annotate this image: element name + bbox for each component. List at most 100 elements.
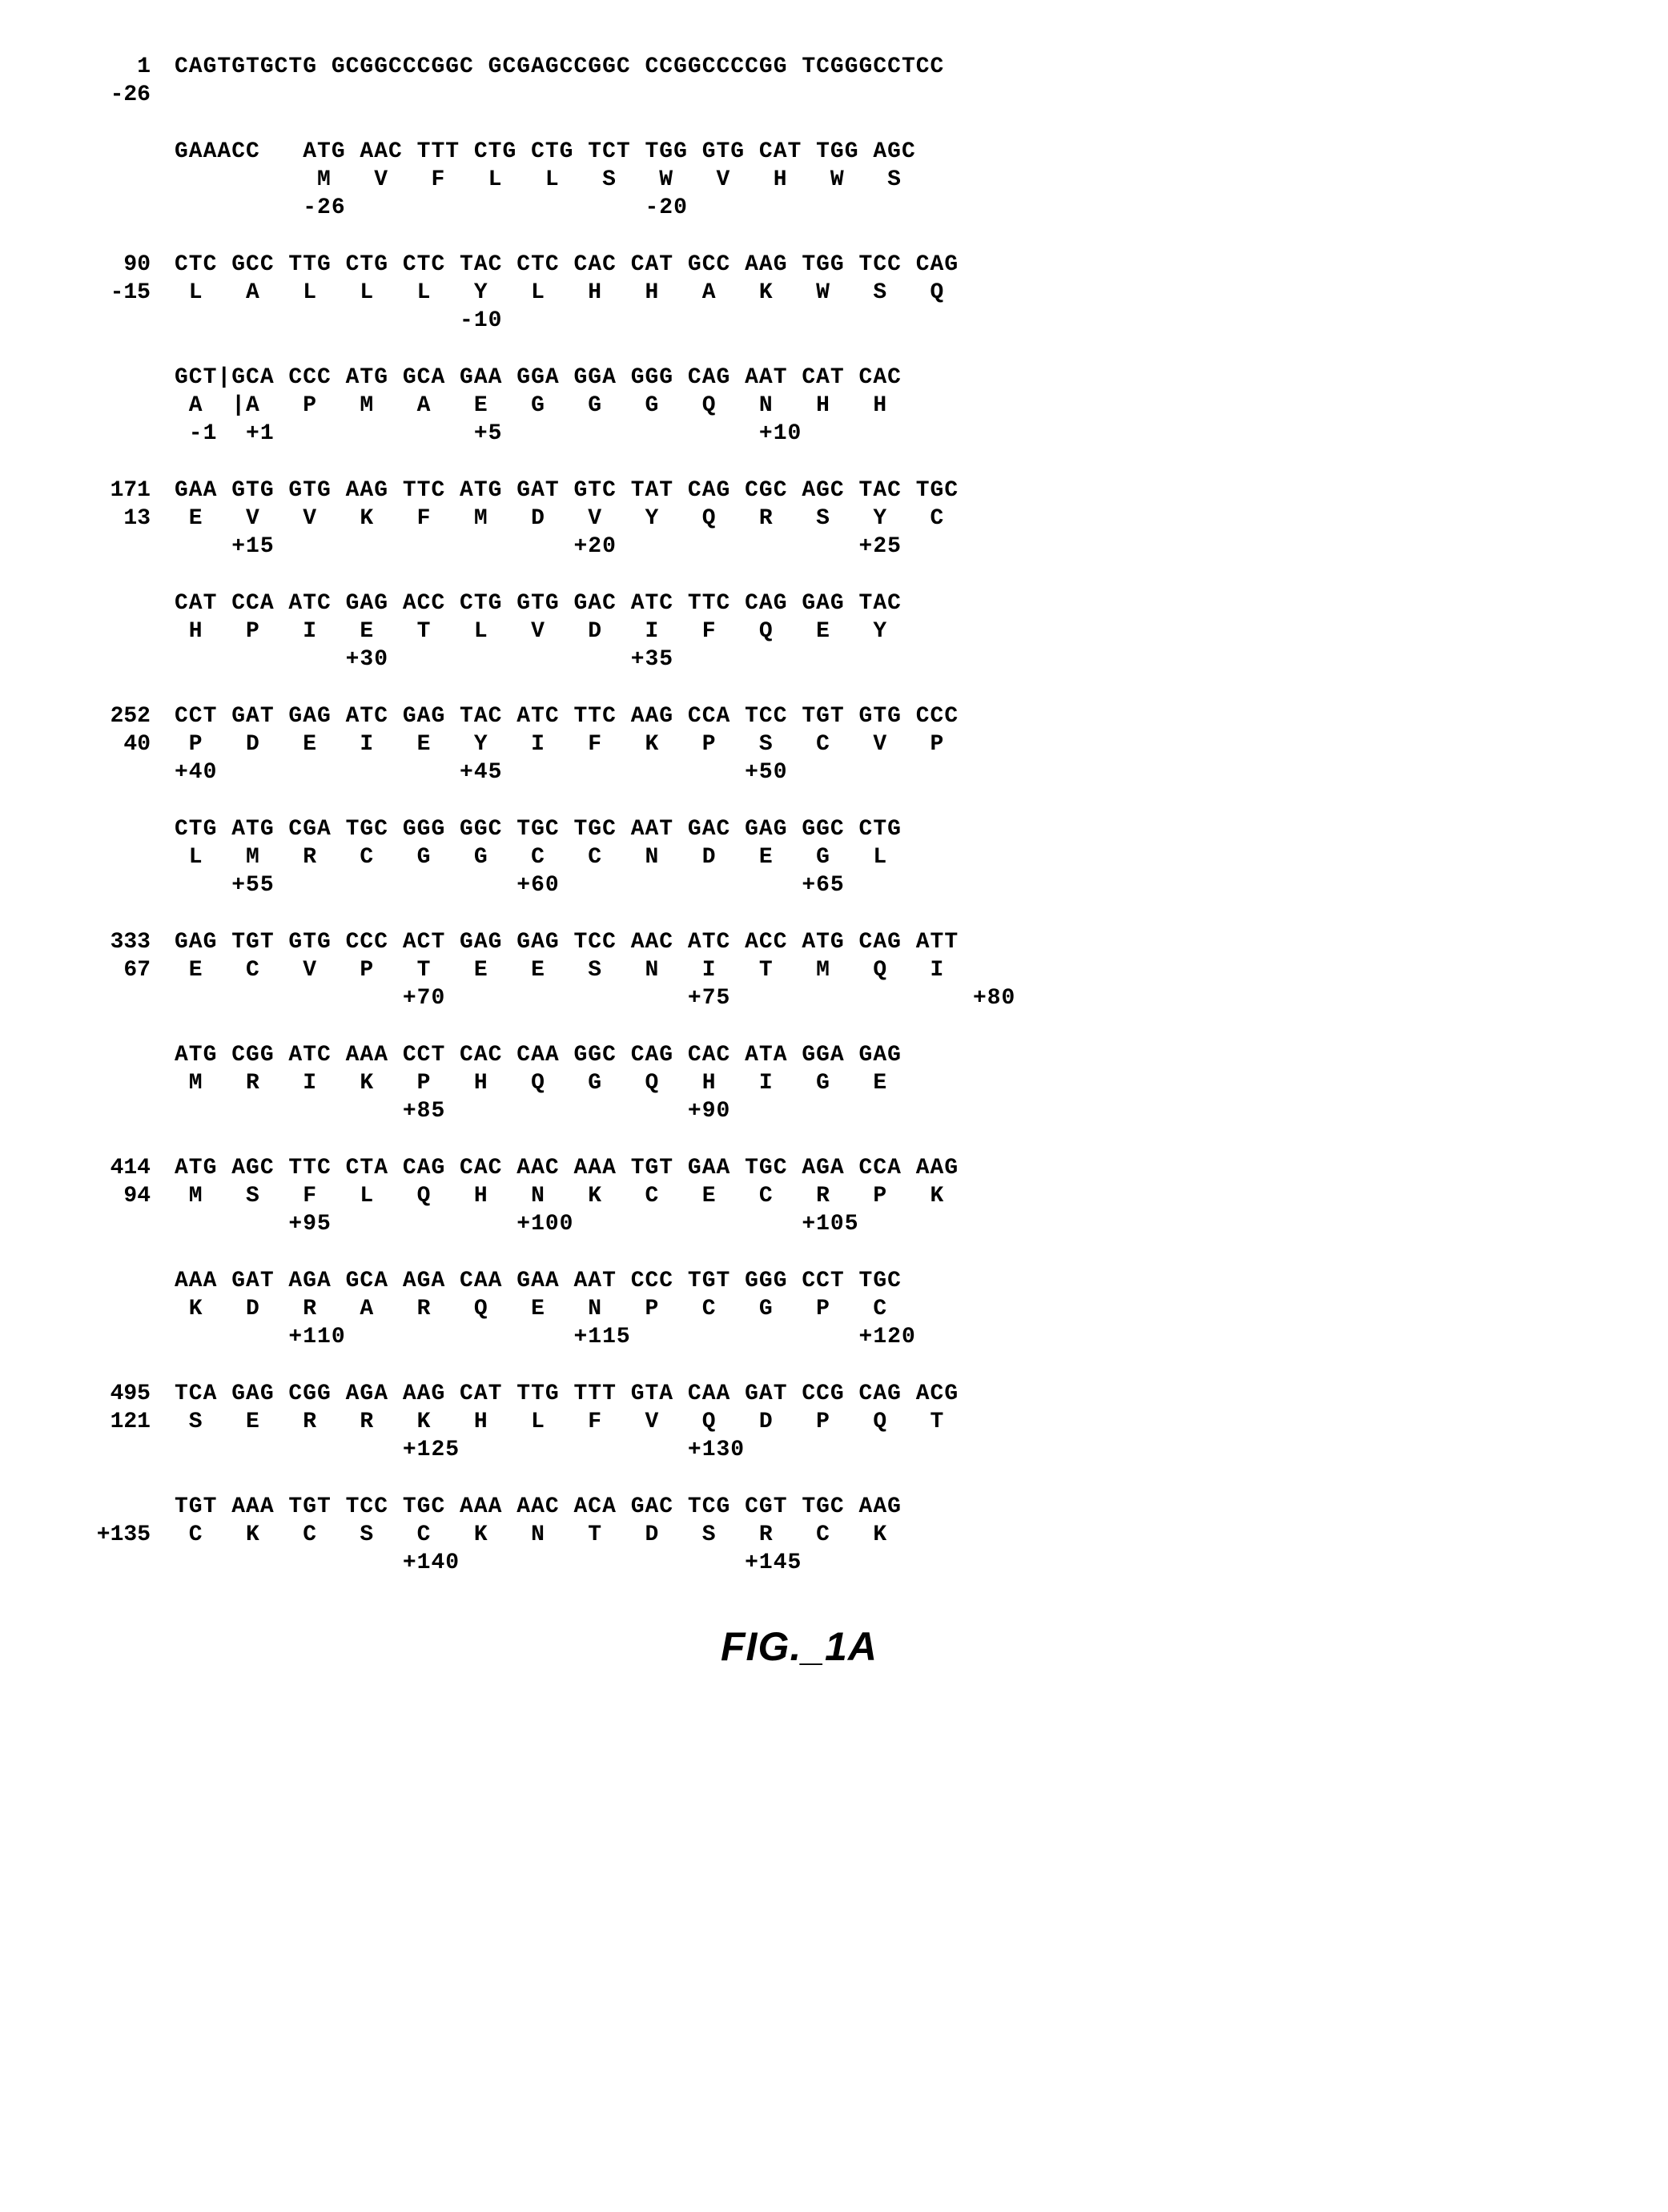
sequence-line: GCT|GCA CCC ATG GCA GAA GGA GGA GGG CAG … xyxy=(38,365,1560,390)
sequence-text: A |A P M A E G G G Q N H H xyxy=(175,393,1560,418)
sequence-line: 333GAG TGT GTG CCC ACT GAG GAG TCC AAC A… xyxy=(38,930,1560,955)
sequence-text: L M R C G G C C N D E G L xyxy=(175,845,1560,870)
sequence-blocks: 1CAGTGTGCTG GCGGCCCGGC GCGAGCCGGC CCGGCC… xyxy=(38,54,1560,1575)
line-number: 40 xyxy=(38,732,175,757)
sequence-line: ATG CGG ATC AAA CCT CAC CAA GGC CAG CAC … xyxy=(38,1043,1560,1068)
sequence-line: CTG ATG CGA TGC GGG GGC TGC TGC AAT GAC … xyxy=(38,817,1560,842)
sequence-block: 252CCT GAT GAG ATC GAG TAC ATC TTC AAG C… xyxy=(38,704,1560,785)
sequence-text: AAA GAT AGA GCA AGA CAA GAA AAT CCC TGT … xyxy=(175,1269,1560,1293)
sequence-line: 13 E V V K F M D V Y Q R S Y C xyxy=(38,506,1560,531)
sequence-text: C K C S C K N T D S R C K xyxy=(175,1522,1560,1547)
sequence-text: +140 +145 xyxy=(175,1550,1560,1575)
sequence-text: L A L L L Y L H H A K W S Q xyxy=(175,280,1560,305)
sequence-line: 171GAA GTG GTG AAG TTC ATG GAT GTC TAT C… xyxy=(38,478,1560,503)
sequence-line: +15 +20 +25 xyxy=(38,534,1560,559)
line-number: -15 xyxy=(38,280,175,305)
sequence-line: TGT AAA TGT TCC TGC AAA AAC ACA GAC TCG … xyxy=(38,1494,1560,1519)
sequence-block: CTG ATG CGA TGC GGG GGC TGC TGC AAT GAC … xyxy=(38,817,1560,898)
sequence-block: GAAACC ATG AAC TTT CTG CTG TCT TGG GTG C… xyxy=(38,139,1560,220)
sequence-text: E C V P T E E S N I T M Q I xyxy=(175,958,1560,983)
figure-label: FIG._1A xyxy=(38,1623,1560,1670)
sequence-text: GAAACC ATG AAC TTT CTG CTG TCT TGG GTG C… xyxy=(175,139,1560,164)
sequence-block: GCT|GCA CCC ATG GCA GAA GGA GGA GGG CAG … xyxy=(38,365,1560,446)
sequence-block: 171GAA GTG GTG AAG TTC ATG GAT GTC TAT C… xyxy=(38,478,1560,559)
sequence-line: 121 S E R R K H L F V Q D P Q T xyxy=(38,1410,1560,1434)
sequence-text: CTC GCC TTG CTG CTC TAC CTC CAC CAT GCC … xyxy=(175,252,1560,277)
sequence-block: 333GAG TGT GTG CCC ACT GAG GAG TCC AAC A… xyxy=(38,930,1560,1011)
line-number: 171 xyxy=(38,478,175,503)
sequence-line: CAT CCA ATC GAG ACC CTG GTG GAC ATC TTC … xyxy=(38,591,1560,616)
line-number: 333 xyxy=(38,930,175,955)
sequence-text: ATG AGC TTC CTA CAG CAC AAC AAA TGT GAA … xyxy=(175,1156,1560,1180)
sequence-line: +40 +45 +50 xyxy=(38,760,1560,785)
sequence-line: -10 xyxy=(38,308,1560,333)
line-number: 252 xyxy=(38,704,175,729)
sequence-text: GAA GTG GTG AAG TTC ATG GAT GTC TAT CAG … xyxy=(175,478,1560,503)
sequence-text: +95 +100 +105 xyxy=(175,1212,1560,1237)
sequence-line: 414ATG AGC TTC CTA CAG CAC AAC AAA TGT G… xyxy=(38,1156,1560,1180)
sequence-text: S E R R K H L F V Q D P Q T xyxy=(175,1410,1560,1434)
line-number: 121 xyxy=(38,1410,175,1434)
sequence-text: E V V K F M D V Y Q R S Y C xyxy=(175,506,1560,531)
sequence-line: +140 +145 xyxy=(38,1550,1560,1575)
sequence-line: 1CAGTGTGCTG GCGGCCCGGC GCGAGCCGGC CCGGCC… xyxy=(38,54,1560,79)
sequence-line: 90CTC GCC TTG CTG CTC TAC CTC CAC CAT GC… xyxy=(38,252,1560,277)
line-number: 414 xyxy=(38,1156,175,1180)
sequence-line: -26 -20 xyxy=(38,195,1560,220)
sequence-line: -15 L A L L L Y L H H A K W S Q xyxy=(38,280,1560,305)
line-number: 495 xyxy=(38,1381,175,1406)
sequence-text: GCT|GCA CCC ATG GCA GAA GGA GGA GGG CAG … xyxy=(175,365,1560,390)
sequence-text: CCT GAT GAG ATC GAG TAC ATC TTC AAG CCA … xyxy=(175,704,1560,729)
sequence-text: +55 +60 +65 xyxy=(175,873,1560,898)
sequence-line: +30 +35 xyxy=(38,647,1560,672)
line-number: +135 xyxy=(38,1522,175,1547)
sequence-text: M S F L Q H N K C E C R P K xyxy=(175,1184,1560,1209)
sequence-line: +55 +60 +65 xyxy=(38,873,1560,898)
line-number: 13 xyxy=(38,506,175,531)
sequence-line: AAA GAT AGA GCA AGA CAA GAA AAT CCC TGT … xyxy=(38,1269,1560,1293)
sequence-text: M R I K P H Q G Q H I G E xyxy=(175,1071,1560,1096)
sequence-block: 1CAGTGTGCTG GCGGCCCGGC GCGAGCCGGC CCGGCC… xyxy=(38,54,1560,107)
line-number: 67 xyxy=(38,958,175,983)
sequence-line: 40 P D E I E Y I F K P S C V P xyxy=(38,732,1560,757)
sequence-block: 414ATG AGC TTC CTA CAG CAC AAC AAA TGT G… xyxy=(38,1156,1560,1237)
sequence-block: 90CTC GCC TTG CTG CTC TAC CTC CAC CAT GC… xyxy=(38,252,1560,333)
sequence-line: +110 +115 +120 xyxy=(38,1325,1560,1349)
sequence-text: TCA GAG CGG AGA AAG CAT TTG TTT GTA CAA … xyxy=(175,1381,1560,1406)
sequence-line: -1 +1 +5 +10 xyxy=(38,421,1560,446)
sequence-text: TGT AAA TGT TCC TGC AAA AAC ACA GAC TCG … xyxy=(175,1494,1560,1519)
sequence-line: +135 C K C S C K N T D S R C K xyxy=(38,1522,1560,1547)
sequence-line: -26 xyxy=(38,82,1560,107)
sequence-line: M R I K P H Q G Q H I G E xyxy=(38,1071,1560,1096)
sequence-line: 495TCA GAG CGG AGA AAG CAT TTG TTT GTA C… xyxy=(38,1381,1560,1406)
sequence-line: 94 M S F L Q H N K C E C R P K xyxy=(38,1184,1560,1209)
sequence-block: 495TCA GAG CGG AGA AAG CAT TTG TTT GTA C… xyxy=(38,1381,1560,1462)
sequence-line: +125 +130 xyxy=(38,1438,1560,1462)
sequence-text: -10 xyxy=(175,308,1560,333)
sequence-text: +70 +75 +80 xyxy=(175,986,1560,1011)
sequence-line: M V F L L S W V H W S xyxy=(38,167,1560,192)
sequence-line: GAAACC ATG AAC TTT CTG CTG TCT TGG GTG C… xyxy=(38,139,1560,164)
sequence-block: CAT CCA ATC GAG ACC CTG GTG GAC ATC TTC … xyxy=(38,591,1560,672)
sequence-text: CAGTGTGCTG GCGGCCCGGC GCGAGCCGGC CCGGCCC… xyxy=(175,54,1560,79)
sequence-text: GAG TGT GTG CCC ACT GAG GAG TCC AAC ATC … xyxy=(175,930,1560,955)
sequence-text: P D E I E Y I F K P S C V P xyxy=(175,732,1560,757)
line-number: 90 xyxy=(38,252,175,277)
sequence-text: ATG CGG ATC AAA CCT CAC CAA GGC CAG CAC … xyxy=(175,1043,1560,1068)
sequence-text: K D R A R Q E N P C G P C xyxy=(175,1297,1560,1321)
sequence-text: +15 +20 +25 xyxy=(175,534,1560,559)
sequence-line: A |A P M A E G G G Q N H H xyxy=(38,393,1560,418)
sequence-line: K D R A R Q E N P C G P C xyxy=(38,1297,1560,1321)
sequence-line: L M R C G G C C N D E G L xyxy=(38,845,1560,870)
sequence-text: +40 +45 +50 xyxy=(175,760,1560,785)
sequence-text: +30 +35 xyxy=(175,647,1560,672)
sequence-line: 252CCT GAT GAG ATC GAG TAC ATC TTC AAG C… xyxy=(38,704,1560,729)
sequence-block: ATG CGG ATC AAA CCT CAC CAA GGC CAG CAC … xyxy=(38,1043,1560,1124)
line-number: 1 xyxy=(38,54,175,79)
sequence-line: 67 E C V P T E E S N I T M Q I xyxy=(38,958,1560,983)
sequence-line: H P I E T L V D I F Q E Y xyxy=(38,619,1560,644)
sequence-text: +110 +115 +120 xyxy=(175,1325,1560,1349)
sequence-block: AAA GAT AGA GCA AGA CAA GAA AAT CCC TGT … xyxy=(38,1269,1560,1349)
sequence-text: -1 +1 +5 +10 xyxy=(175,421,1560,446)
sequence-text: +85 +90 xyxy=(175,1099,1560,1124)
